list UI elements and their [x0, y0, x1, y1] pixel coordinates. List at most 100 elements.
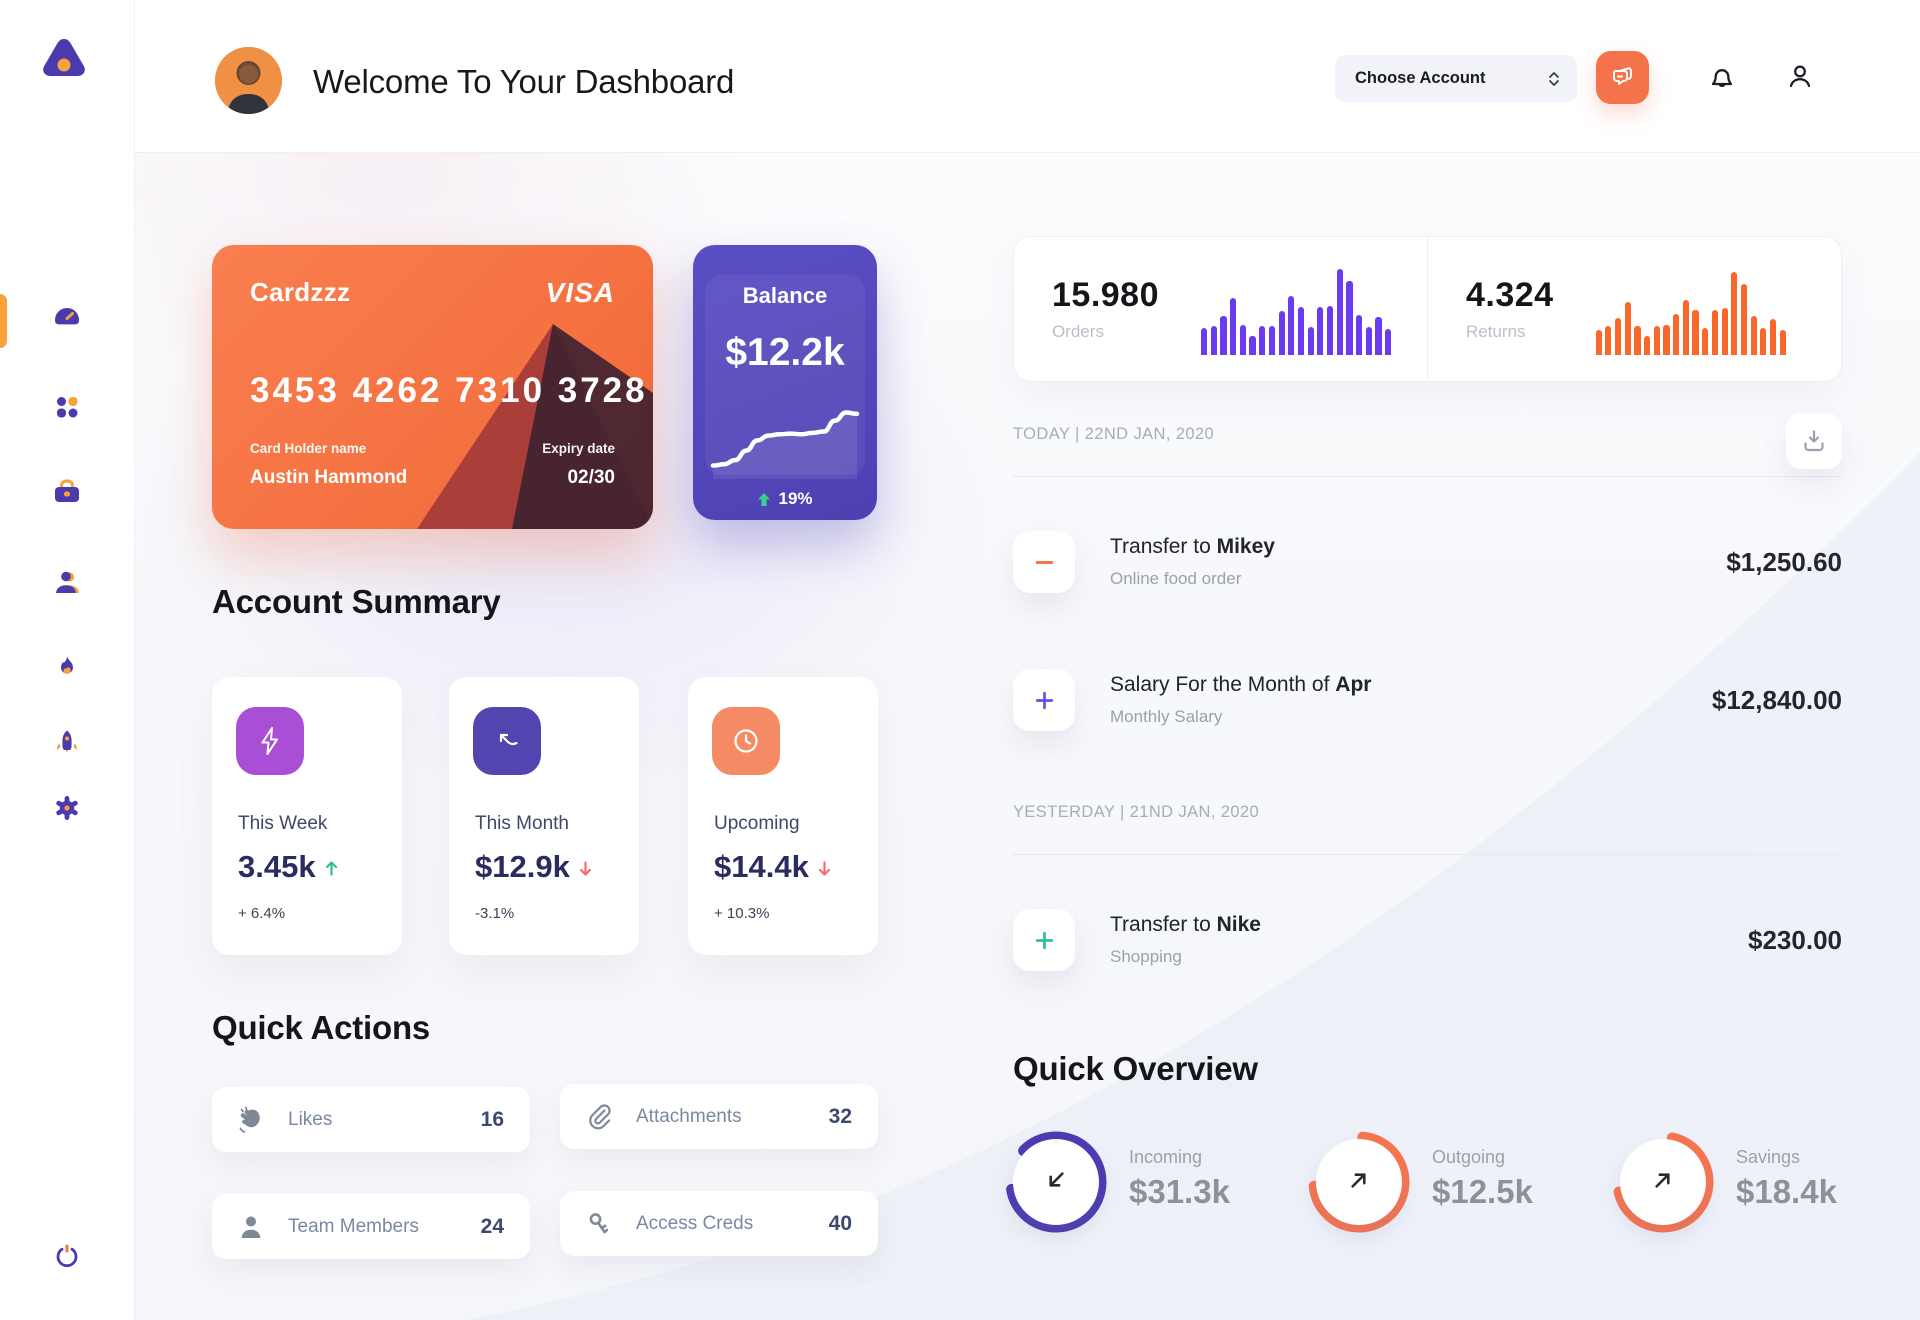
- trend-down-icon: [578, 849, 593, 885]
- bar: [1673, 313, 1680, 355]
- bar: [1278, 310, 1285, 355]
- card-holder-label: Card Holder name: [250, 441, 367, 456]
- summary-change: + 10.3%: [714, 905, 770, 922]
- action-tile-team-members[interactable]: Team Members 24: [212, 1194, 530, 1259]
- returns-stat: 4.324 Returns: [1427, 237, 1841, 381]
- orders-label: Orders: [1052, 322, 1104, 341]
- notifications-button[interactable]: [1703, 58, 1741, 96]
- arrow-up-icon: [758, 492, 771, 506]
- sidebar-item-apps[interactable]: [47, 387, 87, 427]
- trend-up-icon: [324, 849, 339, 885]
- bar: [1750, 316, 1757, 355]
- balance-line-chart: [710, 410, 860, 479]
- bar: [1711, 309, 1719, 355]
- action-value: 32: [828, 1104, 852, 1128]
- transaction-subtitle: Online food order: [1110, 569, 1242, 588]
- ring-center: [1013, 1139, 1099, 1225]
- chat-icon: [1612, 66, 1632, 85]
- transaction-row[interactable]: Transfer to Nike Shopping $230.00: [1013, 909, 1842, 971]
- summary-card-upcoming: Upcoming $14.4k + 10.3%: [688, 677, 878, 955]
- sidebar-item-activity[interactable]: [47, 649, 87, 689]
- transaction-text: Transfer to Nike Shopping: [1110, 913, 1261, 967]
- arrow-down-left-icon: [1038, 1162, 1074, 1203]
- bar: [1317, 307, 1324, 355]
- bar: [1624, 301, 1631, 355]
- bar: [1375, 317, 1382, 355]
- download-button[interactable]: [1786, 413, 1842, 469]
- bar: [1259, 325, 1266, 355]
- bar: [1731, 272, 1738, 355]
- sidebar-item-launch[interactable]: [47, 723, 87, 763]
- quick-overview-title: Quick Overview: [1013, 1050, 1258, 1087]
- overview-label: Incoming: [1129, 1147, 1203, 1167]
- card-number: 3453 4262 7310 3728: [250, 371, 648, 410]
- bar: [1336, 269, 1343, 355]
- overview-label: Outgoing: [1432, 1147, 1506, 1167]
- card-name: Cardzzz: [250, 277, 351, 307]
- overview-savings: Savings $18.4k: [1608, 1127, 1898, 1237]
- transaction-title: Transfer to Nike: [1110, 913, 1261, 936]
- action-label: Team Members: [288, 1215, 419, 1237]
- summary-change: -3.1%: [475, 905, 515, 922]
- action-label: Attachments: [636, 1105, 742, 1127]
- bar: [1614, 318, 1622, 355]
- account-selector-label: Choose Account: [1355, 69, 1486, 87]
- transactions-date-header: TODAY | 22ND JAN, 2020: [1013, 425, 1215, 443]
- action-value: 16: [480, 1107, 504, 1131]
- bar: [1595, 330, 1602, 355]
- download-icon: [1804, 430, 1824, 452]
- action-tile-attachments[interactable]: Attachments 32: [560, 1084, 878, 1149]
- overview-value: $31.3k: [1129, 1173, 1230, 1210]
- transactions-list: TODAY | 22ND JAN, 2020 Transfer to Mikey O…: [1013, 413, 1842, 971]
- bar: [1326, 306, 1334, 355]
- bar: [1385, 329, 1392, 355]
- profile-button[interactable]: [1781, 58, 1819, 96]
- sidebar-item-settings[interactable]: [47, 788, 87, 828]
- transaction-row[interactable]: Transfer to Mikey Online food order $1,250…: [1013, 531, 1842, 593]
- sidebar-item-portfolio[interactable]: [47, 472, 87, 512]
- summary-change: + 6.4%: [238, 905, 286, 922]
- action-tile-likes[interactable]: Likes 16: [212, 1087, 530, 1152]
- sidebar-item-dashboard[interactable]: [47, 296, 87, 336]
- team-icon: [56, 571, 79, 593]
- apps-icon: [57, 397, 78, 418]
- returns-label: Returns: [1466, 322, 1526, 341]
- bar: [1210, 325, 1217, 355]
- visa-logo: VISA: [545, 277, 615, 308]
- bar: [1201, 328, 1208, 355]
- logout-button[interactable]: [47, 1236, 87, 1276]
- arrow-up-right-icon: [1645, 1162, 1681, 1203]
- transaction-row[interactable]: Salary For the Month of Apr Monthly Salar…: [1013, 669, 1842, 731]
- top-header: Welcome To Your Dashboard Choose Account: [135, 0, 1920, 153]
- account-summary-title: Account Summary: [212, 583, 501, 620]
- bar: [1644, 335, 1651, 355]
- user-avatar[interactable]: [215, 47, 282, 114]
- overview-value: $18.4k: [1736, 1173, 1837, 1210]
- app-logo-icon: [36, 32, 92, 88]
- bar: [1356, 314, 1363, 355]
- account-selector[interactable]: Choose Account: [1335, 55, 1577, 102]
- orders-stat: 15.980 Orders: [1014, 237, 1427, 381]
- launch-icon: [57, 730, 77, 753]
- bar: [1663, 324, 1670, 355]
- overview-incoming: Incoming $31.3k: [1001, 1127, 1291, 1237]
- chat-button[interactable]: [1596, 51, 1649, 104]
- divider: [1013, 476, 1842, 477]
- bar: [1249, 335, 1256, 355]
- quick-actions-title: Quick Actions: [212, 1009, 431, 1046]
- main-content: Cardzzz VISA 3453 4262 7310 3728 Card Ho…: [135, 153, 1920, 1320]
- action-label: Access Creds: [636, 1212, 754, 1234]
- bar: [1230, 297, 1237, 355]
- returns-value: 4.324: [1466, 276, 1554, 314]
- bar: [1702, 328, 1709, 355]
- balance-card: Balance $12.2k 19%: [693, 245, 877, 520]
- balance-title: Balance: [742, 283, 828, 308]
- overview-value: $12.5k: [1432, 1173, 1533, 1210]
- sidebar-item-team[interactable]: [47, 562, 87, 602]
- expiry-label: Expiry date: [542, 441, 615, 456]
- action-tile-access-creds[interactable]: Access Creds 40: [560, 1191, 878, 1256]
- balance-change: 19%: [693, 489, 877, 509]
- bar: [1346, 281, 1353, 355]
- divider: [1013, 854, 1842, 855]
